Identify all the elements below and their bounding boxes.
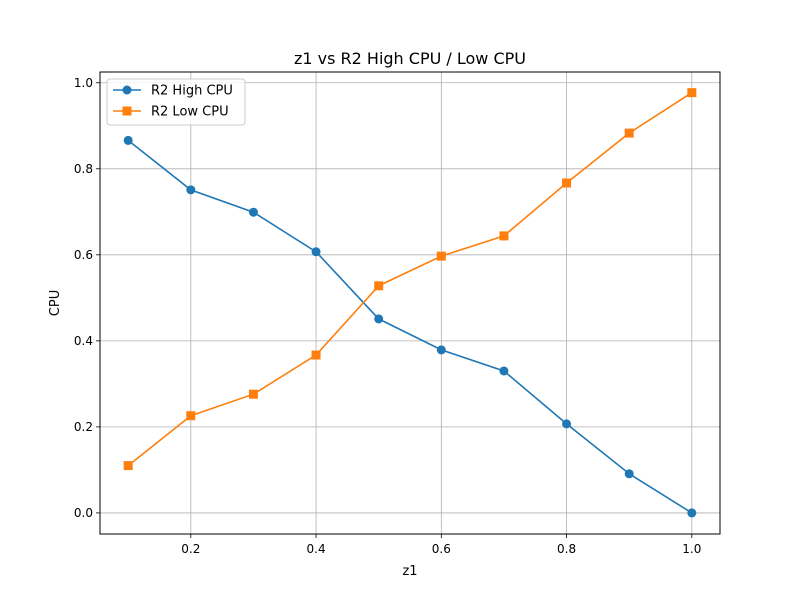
data-point bbox=[374, 314, 384, 324]
y-tick-label: 0.0 bbox=[74, 506, 93, 520]
legend-box bbox=[106, 78, 246, 126]
data-point bbox=[499, 366, 509, 376]
data-point bbox=[186, 185, 196, 195]
y-tick-label: 1.0 bbox=[74, 76, 93, 90]
data-point bbox=[248, 207, 258, 217]
data-point bbox=[687, 508, 697, 518]
data-point bbox=[311, 247, 321, 257]
data-point bbox=[436, 345, 446, 355]
y-axis-label: CPU bbox=[48, 290, 63, 316]
y-tick-label: 0.6 bbox=[74, 248, 93, 262]
legend-marker bbox=[122, 106, 132, 116]
data-point bbox=[374, 281, 384, 291]
data-point bbox=[562, 419, 572, 429]
legend-marker bbox=[122, 85, 132, 95]
data-point bbox=[311, 350, 321, 360]
chart-title: z1 vs R2 High CPU / Low CPU bbox=[294, 49, 526, 68]
legend-entry: R2 Low CPU bbox=[113, 105, 229, 120]
data-point bbox=[687, 88, 697, 98]
series-r2-high-cpu bbox=[123, 135, 697, 518]
x-tick-label: 0.2 bbox=[181, 542, 200, 556]
data-point bbox=[186, 411, 196, 421]
y-tick-label: 0.2 bbox=[74, 420, 93, 434]
axis-ticks: 0.2 0.4 0.6 0.8 1.0 0.0 0.2 0.4 0.6 0.8 1.0 bbox=[74, 76, 701, 556]
grid bbox=[100, 72, 720, 534]
series-r2-low-cpu bbox=[123, 88, 697, 471]
data-point bbox=[123, 135, 133, 145]
y-tick-label: 0.8 bbox=[74, 162, 93, 176]
x-tick-label: 0.8 bbox=[557, 542, 576, 556]
legend: R2 High CPU R2 Low CPU bbox=[106, 78, 246, 126]
x-axis-label: z1 bbox=[402, 564, 417, 579]
data-point bbox=[499, 231, 509, 241]
legend-label: R2 High CPU bbox=[151, 84, 233, 99]
data-point bbox=[436, 251, 446, 261]
legend-label: R2 Low CPU bbox=[151, 105, 229, 120]
data-point bbox=[123, 461, 133, 471]
data-point bbox=[562, 178, 572, 188]
x-tick-label: 1.0 bbox=[682, 542, 701, 556]
series bbox=[123, 88, 697, 518]
plot-frame bbox=[99, 71, 721, 535]
series-line bbox=[127, 91, 693, 467]
legend-entry: R2 High CPU bbox=[113, 84, 233, 99]
data-point bbox=[624, 128, 634, 138]
x-tick-label: 0.4 bbox=[307, 542, 326, 556]
series-line bbox=[127, 139, 693, 514]
data-point bbox=[248, 389, 258, 399]
y-tick-label: 0.4 bbox=[74, 334, 93, 348]
data-point bbox=[624, 469, 634, 479]
x-tick-label: 0.6 bbox=[432, 542, 451, 556]
